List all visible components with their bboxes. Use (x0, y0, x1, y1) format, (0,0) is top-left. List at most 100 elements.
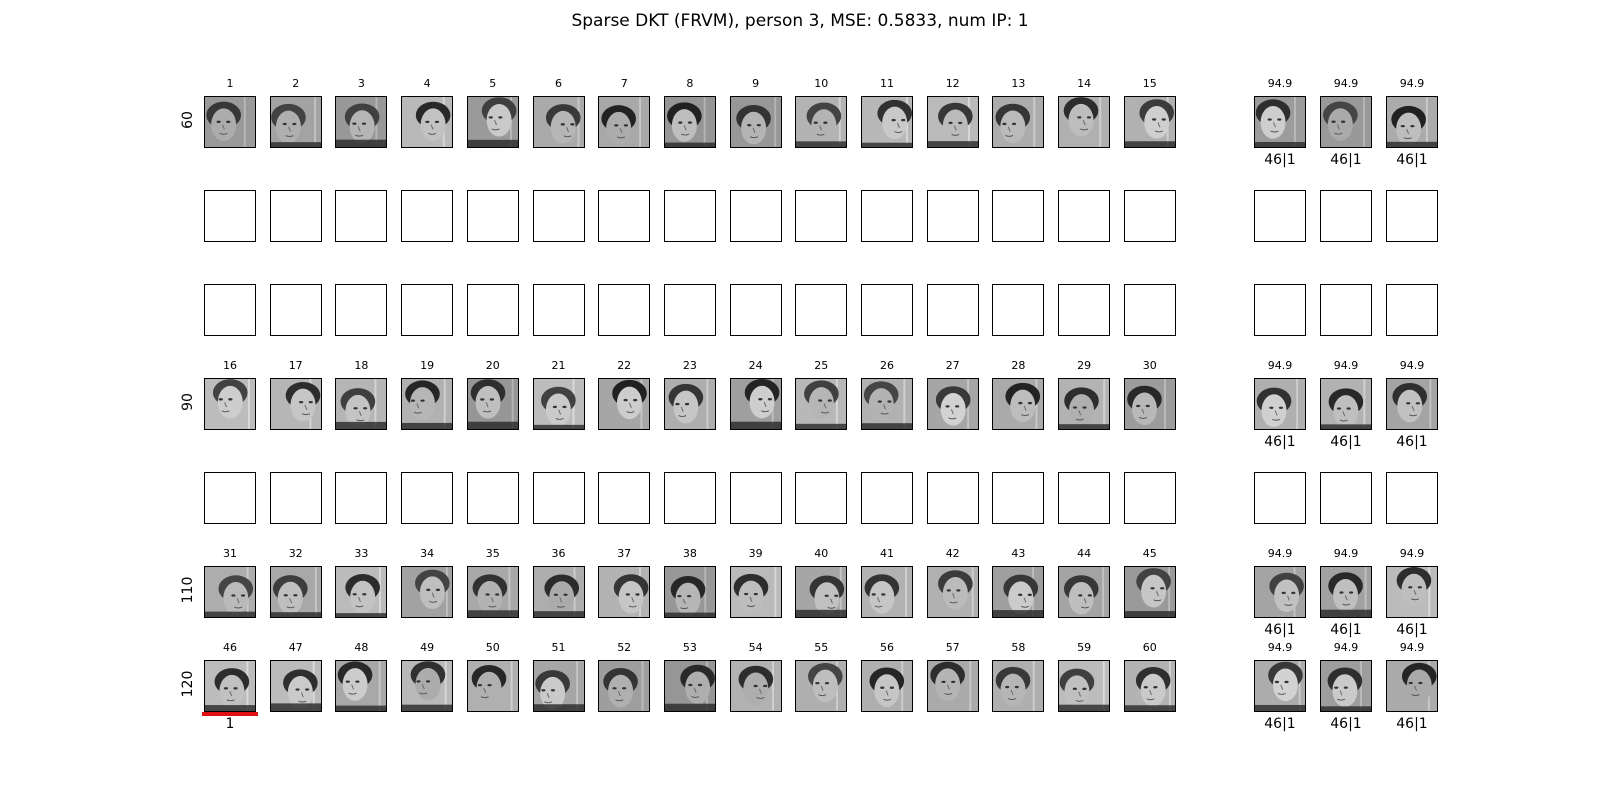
prediction-thumbnail[interactable] (1386, 660, 1438, 712)
face-thumbnail[interactable] (1058, 660, 1111, 712)
prediction-thumbnail[interactable] (1320, 660, 1372, 712)
image-index-label: 20 (485, 359, 500, 372)
image-index-label: 40 (814, 547, 829, 560)
face-thumbnail[interactable] (401, 378, 454, 430)
face-thumbnail[interactable] (466, 378, 519, 430)
face-thumbnail[interactable] (401, 566, 454, 618)
face-thumbnail[interactable] (861, 378, 913, 430)
prediction-label: 46|1 (1330, 152, 1362, 168)
face-thumbnail[interactable] (204, 378, 256, 430)
prediction-thumbnail[interactable] (1254, 96, 1306, 148)
face-thumbnail[interactable] (532, 566, 585, 618)
face-thumbnail[interactable] (795, 660, 848, 712)
face-thumbnail[interactable] (663, 566, 716, 618)
prediction-thumbnail[interactable] (1320, 96, 1372, 148)
face-thumbnail[interactable] (335, 566, 388, 618)
face-thumbnail[interactable] (861, 660, 913, 712)
prediction-thumbnail[interactable] (1320, 566, 1372, 618)
empty-cell (335, 284, 388, 336)
face-thumbnail[interactable] (269, 96, 322, 148)
face-thumbnail[interactable] (401, 660, 454, 712)
face-thumbnail[interactable] (1123, 378, 1176, 430)
face-thumbnail[interactable] (269, 378, 322, 430)
prediction-thumbnail[interactable] (1386, 96, 1438, 148)
face-thumbnail[interactable] (926, 96, 979, 148)
face-thumbnail[interactable] (861, 566, 913, 618)
empty-cell (532, 190, 585, 242)
face-thumbnail[interactable] (992, 566, 1045, 618)
face-thumbnail[interactable] (335, 96, 388, 148)
prediction-thumbnail[interactable] (1254, 378, 1306, 430)
prediction-label: 46|1 (1264, 434, 1296, 450)
image-index-label: 11 (880, 77, 894, 90)
empty-cell (729, 284, 782, 336)
face-thumbnail[interactable] (1058, 378, 1111, 430)
prediction-label: 46|1 (1396, 434, 1428, 450)
face-thumbnail[interactable] (598, 566, 651, 618)
empty-cell (795, 284, 848, 336)
empty-cell (795, 472, 848, 524)
face-thumbnail[interactable] (466, 566, 519, 618)
face-thumbnail[interactable] (663, 378, 716, 430)
face-thumbnail[interactable] (598, 378, 651, 430)
image-index-label: 23 (682, 359, 697, 372)
face-thumbnail[interactable] (663, 660, 716, 712)
prediction-thumbnail[interactable] (1254, 660, 1306, 712)
face-thumbnail[interactable] (598, 660, 651, 712)
face-thumbnail[interactable] (204, 660, 256, 712)
selected-marker (202, 712, 258, 716)
face-thumbnail[interactable] (729, 378, 782, 430)
face-thumbnail[interactable] (926, 566, 979, 618)
face-thumbnail[interactable] (1123, 660, 1176, 712)
face-thumbnail[interactable] (1123, 96, 1176, 148)
face-thumbnail[interactable] (532, 660, 585, 712)
face-thumbnail[interactable] (466, 660, 519, 712)
face-thumbnail[interactable] (926, 378, 979, 430)
face-thumbnail[interactable] (795, 378, 848, 430)
face-thumbnail[interactable] (466, 96, 519, 148)
face-thumbnail[interactable] (204, 96, 256, 148)
image-index-label: 5 (489, 77, 497, 90)
face-thumbnail[interactable] (663, 96, 716, 148)
face-thumbnail[interactable] (335, 660, 388, 712)
face-thumbnail[interactable] (795, 566, 848, 618)
empty-cell (1058, 472, 1111, 524)
face-thumbnail[interactable] (926, 660, 979, 712)
prediction-thumbnail[interactable] (1320, 378, 1372, 430)
face-thumbnail[interactable] (598, 96, 651, 148)
empty-cell (926, 472, 979, 524)
empty-cell (269, 284, 322, 336)
empty-cell (1254, 284, 1306, 336)
face-thumbnail[interactable] (269, 660, 322, 712)
face-thumbnail[interactable] (992, 660, 1045, 712)
face-thumbnail[interactable] (335, 378, 388, 430)
face-thumbnail[interactable] (861, 96, 913, 148)
image-index-label: 4 (423, 77, 431, 90)
face-thumbnail[interactable] (992, 96, 1045, 148)
image-index-label: 45 (1142, 547, 1157, 560)
face-thumbnail[interactable] (795, 96, 848, 148)
face-thumbnail[interactable] (729, 96, 782, 148)
figure-title: Sparse DKT (FRVM), person 3, MSE: 0.5833… (571, 11, 1029, 31)
image-index-label: 35 (485, 547, 500, 560)
empty-cell (729, 472, 782, 524)
image-index-label: 7 (620, 77, 628, 90)
prediction-thumbnail[interactable] (1386, 378, 1438, 430)
face-thumbnail[interactable] (269, 566, 322, 618)
face-thumbnail[interactable] (401, 96, 454, 148)
face-thumbnail[interactable] (204, 566, 256, 618)
image-index-label: 2 (292, 77, 300, 90)
face-thumbnail[interactable] (729, 660, 782, 712)
face-thumbnail[interactable] (992, 378, 1045, 430)
empty-cell (335, 190, 388, 242)
face-thumbnail[interactable] (1123, 566, 1176, 618)
image-index-label: 42 (945, 547, 960, 560)
face-thumbnail[interactable] (1058, 566, 1111, 618)
face-thumbnail[interactable] (729, 566, 782, 618)
prediction-thumbnail[interactable] (1386, 566, 1438, 618)
face-thumbnail[interactable] (532, 96, 585, 148)
prediction-thumbnail[interactable] (1254, 566, 1306, 618)
face-thumbnail[interactable] (532, 378, 585, 430)
face-thumbnail[interactable] (1058, 96, 1111, 148)
prediction-label: 46|1 (1264, 152, 1296, 168)
